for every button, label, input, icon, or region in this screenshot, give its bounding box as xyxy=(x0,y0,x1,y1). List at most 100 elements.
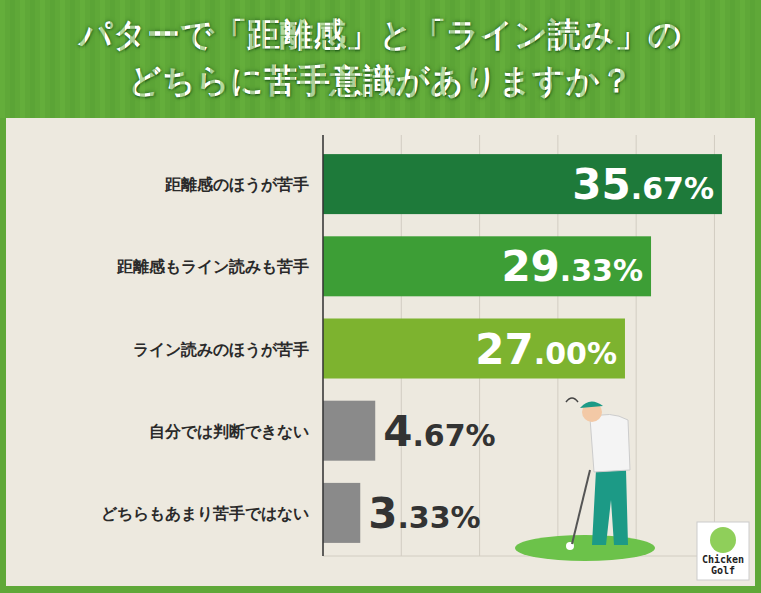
grass xyxy=(180,0,185,118)
grass xyxy=(0,0,5,118)
grass xyxy=(80,0,85,118)
grass xyxy=(370,0,375,118)
grass xyxy=(670,0,675,118)
grass xyxy=(50,0,55,118)
grass xyxy=(400,0,405,118)
grass xyxy=(460,0,465,118)
value-label-rest: .67% xyxy=(631,171,714,206)
grass xyxy=(550,0,555,118)
grid-line xyxy=(323,135,324,556)
grass xyxy=(260,0,265,118)
grass xyxy=(510,0,515,118)
grass xyxy=(380,0,385,118)
value-label: 27.00% xyxy=(475,325,617,374)
grass xyxy=(250,0,255,118)
grass xyxy=(590,0,595,118)
illustration xyxy=(515,398,655,561)
grass xyxy=(610,0,615,118)
grass xyxy=(520,0,525,118)
grass xyxy=(310,0,315,118)
grass xyxy=(440,0,445,118)
grass xyxy=(150,0,155,118)
grass xyxy=(200,0,205,118)
legs xyxy=(592,470,628,545)
chart: ChickenGolf距離感のほうが苦手35.67%距離感もライン読みも苦手29… xyxy=(0,0,761,593)
panel xyxy=(6,118,755,586)
grass xyxy=(500,0,505,118)
grass xyxy=(320,0,325,118)
grass xyxy=(270,0,275,118)
value-label: 3.33% xyxy=(368,489,480,538)
grass xyxy=(450,0,455,118)
grass xyxy=(530,0,535,118)
value-label-rest: .67% xyxy=(412,418,495,453)
value-label-rest: .00% xyxy=(534,336,617,371)
grass xyxy=(680,0,685,118)
grass xyxy=(160,0,165,118)
grass xyxy=(600,0,605,118)
grass xyxy=(700,0,705,118)
scribble xyxy=(566,398,578,402)
grass xyxy=(60,0,65,118)
grass xyxy=(490,0,495,118)
grass xyxy=(540,0,545,118)
category-label: 距離感のほうが苦手 xyxy=(164,175,309,194)
cap xyxy=(580,401,603,408)
value-label-int: 4 xyxy=(383,407,412,456)
shirt xyxy=(590,414,630,472)
grass xyxy=(210,0,215,118)
bars xyxy=(323,154,722,543)
grass xyxy=(690,0,695,118)
grass xyxy=(110,0,115,118)
bar xyxy=(323,236,651,296)
grass xyxy=(70,0,75,118)
bar xyxy=(323,401,375,461)
grass xyxy=(300,0,305,118)
grass xyxy=(100,0,105,118)
grass xyxy=(280,0,285,118)
grass xyxy=(240,0,245,118)
grass xyxy=(390,0,395,118)
value-label-int: 29 xyxy=(501,242,559,291)
y-axis xyxy=(322,135,324,556)
grass xyxy=(290,0,295,118)
putter xyxy=(572,470,590,544)
grass xyxy=(30,0,35,118)
value-label-rest: .33% xyxy=(397,500,480,535)
bar xyxy=(323,483,360,543)
grass xyxy=(620,0,625,118)
grass xyxy=(140,0,145,118)
grass xyxy=(660,0,665,118)
grass xyxy=(40,0,45,118)
bar xyxy=(323,319,625,379)
grass xyxy=(10,0,15,118)
category-label: 自分では判断できない xyxy=(149,422,309,441)
page: {"chart_data": {"type": "bar", "orientat… xyxy=(0,0,761,593)
grass xyxy=(360,0,365,118)
logo-mark xyxy=(710,527,736,553)
category-label: どちらもあまり苦手ではない xyxy=(101,504,309,523)
grass xyxy=(340,0,345,118)
grass xyxy=(750,0,755,118)
green xyxy=(515,535,655,561)
value-label-rest: .33% xyxy=(560,253,643,288)
grass xyxy=(230,0,235,118)
grass xyxy=(710,0,715,118)
grass xyxy=(350,0,355,118)
grass xyxy=(170,0,175,118)
grass xyxy=(640,0,645,118)
grass xyxy=(430,0,435,118)
grass xyxy=(570,0,575,118)
bar xyxy=(323,154,722,214)
grass xyxy=(220,0,225,118)
grass xyxy=(560,0,565,118)
value-label: 29.33% xyxy=(501,242,643,291)
labels: 距離感のほうが苦手35.67%距離感もライン読みも苦手29.33%ライン読みのほ… xyxy=(101,160,714,538)
grass xyxy=(470,0,475,118)
category-label: 距離感もライン読みも苦手 xyxy=(116,257,309,276)
value-label-int: 35 xyxy=(572,160,630,209)
grass xyxy=(740,0,745,118)
value-label-int: 3 xyxy=(368,489,397,538)
logo-text: Chicken xyxy=(702,554,744,565)
grass xyxy=(410,0,415,118)
